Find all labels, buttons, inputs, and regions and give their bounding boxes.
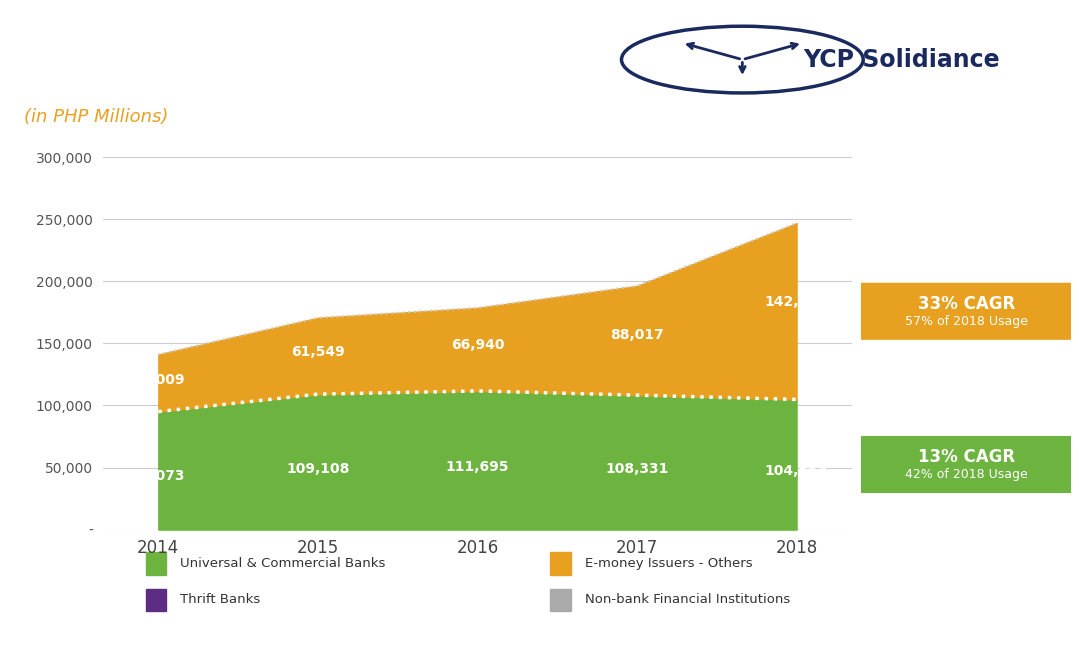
- Bar: [146, 589, 166, 612]
- Text: Non-bank Financial Institutions: Non-bank Financial Institutions: [585, 593, 790, 606]
- Text: Thrift Banks: Thrift Banks: [180, 593, 261, 606]
- Text: (in PHP Millions): (in PHP Millions): [25, 108, 168, 126]
- Text: 46,009: 46,009: [132, 373, 186, 387]
- Text: 95,073: 95,073: [132, 469, 186, 483]
- Text: E-money Issuers - Others: E-money Issuers - Others: [585, 557, 753, 570]
- Text: 42% of 2018 Usage: 42% of 2018 Usage: [905, 468, 1027, 481]
- Text: 142,013: 142,013: [765, 295, 829, 310]
- Text: 61,549: 61,549: [291, 345, 345, 359]
- Text: 109,108: 109,108: [286, 461, 350, 476]
- Text: 88,017: 88,017: [610, 328, 664, 342]
- Text: Source: YCP Solidiance's Research and Analysis: Source: YCP Solidiance's Research and An…: [13, 634, 292, 647]
- FancyBboxPatch shape: [0, 283, 1079, 340]
- Text: E-Money Usage per Category: E-Money Usage per Category: [21, 31, 612, 65]
- Text: YCP Solidiance: YCP Solidiance: [803, 48, 999, 71]
- Text: 33% CAGR: 33% CAGR: [917, 295, 1015, 313]
- Text: 104,863: 104,863: [765, 464, 829, 478]
- Text: Copyright © 2020: Copyright © 2020: [959, 634, 1066, 647]
- Bar: [550, 552, 571, 575]
- Bar: [146, 552, 166, 575]
- FancyBboxPatch shape: [0, 436, 1079, 493]
- Text: 108,331: 108,331: [605, 462, 669, 476]
- Text: 57% of 2018 Usage: 57% of 2018 Usage: [905, 314, 1027, 328]
- Text: Universal & Commercial Banks: Universal & Commercial Banks: [180, 557, 386, 570]
- Bar: [550, 589, 571, 612]
- Text: 66,940: 66,940: [451, 338, 504, 352]
- Text: 111,695: 111,695: [446, 460, 509, 474]
- Text: 13% CAGR: 13% CAGR: [917, 448, 1015, 466]
